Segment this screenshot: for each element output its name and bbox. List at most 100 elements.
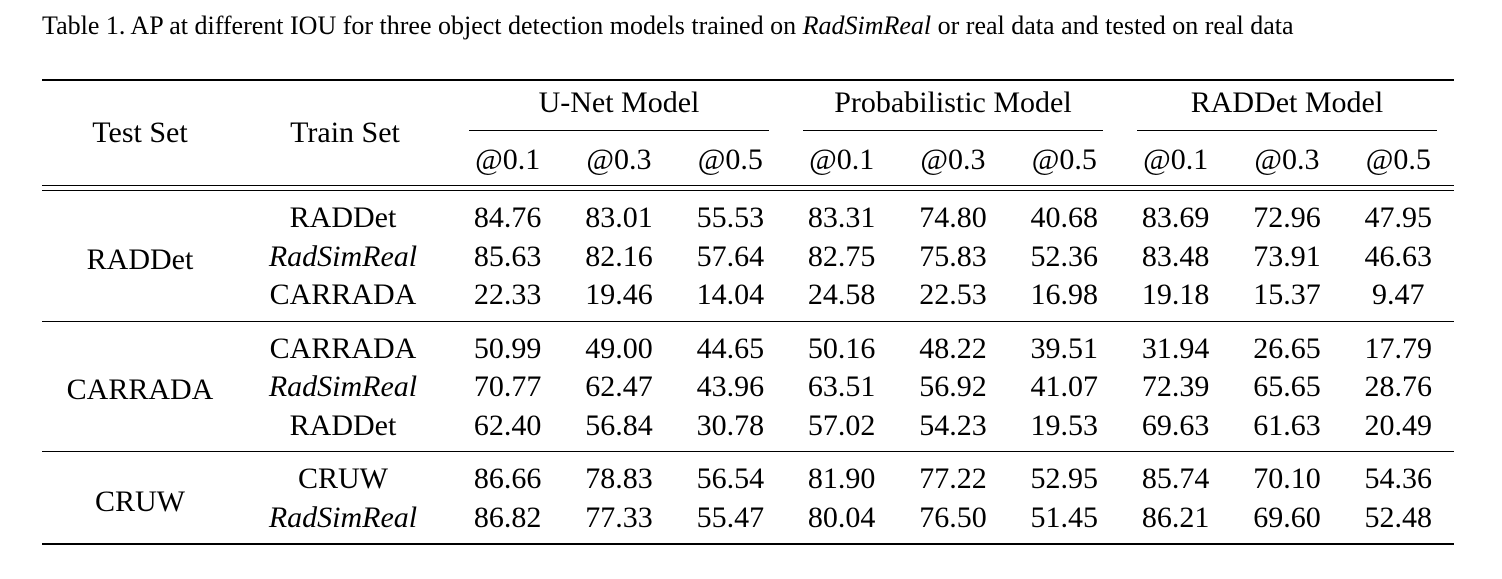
table-row: RadSimReal 85.63 82.16 57.64 82.75 75.83 52.36… — [42, 238, 1454, 277]
ap-value-cell: 20.49 — [1364, 408, 1433, 442]
ap-value-cell: 56.54 — [696, 462, 765, 496]
ap-value-cell: 14.04 — [696, 278, 765, 312]
ap-value-cell: 77.33 — [585, 500, 653, 534]
ap-value-cell: 26.65 — [1253, 331, 1321, 365]
ap-value-cell: 85.63 — [473, 239, 542, 273]
train-set-cell: CARRADA — [269, 331, 417, 365]
ap-value-cell: 78.83 — [585, 462, 653, 496]
ap-value-cell: 54.23 — [919, 408, 987, 442]
ap-value-cell: 80.04 — [807, 500, 876, 534]
table-row: RADDet 62.40 56.84 30.78 57.02 54.23 19.53 69.6… — [42, 407, 1454, 452]
test-set-cell: RADDet — [86, 242, 194, 276]
ap-value-cell: 16.98 — [1030, 278, 1099, 312]
ap-value-cell: 86.66 — [473, 462, 542, 496]
ap-value-cell: 22.53 — [919, 278, 987, 312]
ap-value-cell: 70.10 — [1253, 462, 1321, 496]
ap-value-cell: 86.21 — [1141, 500, 1210, 534]
train-set-cell: RadSimReal — [268, 500, 418, 534]
ap-value-cell: 82.75 — [807, 239, 876, 273]
ap-value-cell: 52.95 — [1030, 462, 1099, 496]
header-model-probabilistic-label: Probabilistic Model — [802, 86, 1103, 131]
header-model-raddet: RADDet Model — [1120, 81, 1454, 135]
ap-value-cell: 39.51 — [1030, 331, 1099, 365]
ap-value-cell: 72.96 — [1253, 201, 1321, 235]
ap-value-cell: 77.22 — [919, 462, 987, 496]
table-row: CRUW CRUW 86.66 78.83 56.54 81.90 77.22 52.95 85… — [42, 452, 1454, 517]
table-row: CARRADA CARRADA 50.99 49.00 44.65 50.16 48.22 3… — [42, 322, 1454, 407]
ap-value-cell: 17.79 — [1364, 331, 1433, 365]
ap-value-cell: 76.50 — [919, 500, 987, 534]
header-model-unet: U-Net Model — [452, 81, 786, 135]
ap-value-cell: 62.47 — [585, 370, 653, 404]
ap-value-cell: 62.40 — [473, 408, 542, 442]
ap-value-cell: 49.00 — [585, 331, 653, 365]
header-iou: @0.5 — [697, 143, 763, 176]
header-test-set: Test Set — [92, 116, 188, 149]
ap-value-cell: 73.91 — [1253, 239, 1321, 273]
ap-value-cell: 48.22 — [919, 331, 987, 365]
ap-value-cell: 31.94 — [1141, 331, 1210, 365]
test-set-cell: CARRADA — [66, 373, 214, 407]
train-set-cell: RADDet — [289, 408, 397, 442]
header-train-set: Train Set — [290, 116, 400, 149]
ap-value-cell: 65.65 — [1253, 370, 1321, 404]
ap-value-cell: 56.92 — [919, 370, 987, 404]
ap-value-cell: 83.31 — [807, 201, 876, 235]
ap-value-cell: 24.58 — [807, 278, 876, 312]
ap-value-cell: 50.99 — [473, 331, 542, 365]
table-row: RADDet RADDet 84.76 83.01 55.53 83.31 74.80 40.… — [42, 191, 1454, 276]
test-set-cell: CRUW — [95, 484, 185, 518]
bottom-rule — [42, 543, 1454, 546]
header-model-probabilistic: Probabilistic Model — [786, 81, 1120, 135]
header-row-models: Test Set Train Set U-Net Model Probabili… — [42, 81, 1454, 149]
ap-value-cell: 85.74 — [1141, 462, 1210, 496]
ap-value-cell: 75.83 — [919, 239, 987, 273]
ap-value-cell: 19.53 — [1030, 408, 1099, 442]
results-table: Test Set Train Set U-Net Model Probabili… — [42, 79, 1454, 546]
ap-value-cell: 82.16 — [585, 239, 653, 273]
ap-value-cell: 50.16 — [807, 331, 876, 365]
header-iou: @0.5 — [1365, 143, 1431, 176]
train-set-cell: RadSimReal — [268, 239, 418, 273]
header-iou: @0.3 — [1254, 143, 1320, 176]
ap-value-cell: 44.65 — [696, 331, 765, 365]
header-iou: @0.3 — [920, 143, 986, 176]
ap-value-cell: 83.69 — [1141, 201, 1210, 235]
ap-value-cell: 70.77 — [473, 370, 542, 404]
ap-value-cell: 57.64 — [696, 239, 765, 273]
table-row: RadSimReal 86.82 77.33 55.47 80.04 76.50 51.45… — [42, 499, 1454, 545]
ap-value-cell: 74.80 — [919, 201, 987, 235]
train-set-cell: RADDet — [289, 201, 397, 235]
ap-value-cell: 40.68 — [1030, 201, 1099, 235]
ap-value-cell: 47.95 — [1364, 201, 1433, 235]
ap-value-cell: 84.76 — [473, 201, 542, 235]
ap-value-cell: 86.82 — [473, 500, 542, 534]
table-row: CARRADA 22.33 19.46 14.04 24.58 22.53 16.98 19.… — [42, 276, 1454, 321]
header-iou: @0.1 — [475, 143, 541, 176]
train-set-cell: CARRADA — [269, 278, 417, 312]
header-iou: @0.1 — [809, 143, 875, 176]
ap-value-cell: 72.39 — [1141, 370, 1210, 404]
group-separator — [42, 451, 1454, 452]
ap-value-cell: 52.48 — [1364, 500, 1433, 534]
caption-prefix: Table 1. AP at different IOU for three o… — [42, 11, 803, 40]
train-set-cell: CRUW — [298, 462, 388, 496]
ap-value-cell: 51.45 — [1030, 500, 1099, 534]
header-row-iou: @0.1 @0.3 @0.5 @0.1 @0.3 @0.5 @0.1 @0.3 … — [42, 135, 1454, 186]
header-iou: @0.1 — [1143, 143, 1209, 176]
header-iou: @0.3 — [586, 143, 652, 176]
ap-value-cell: 28.76 — [1364, 370, 1433, 404]
ap-value-cell: 55.47 — [696, 500, 765, 534]
ap-value-cell: 61.63 — [1253, 408, 1321, 442]
ap-value-cell: 63.51 — [807, 370, 876, 404]
ap-value-cell: 83.01 — [585, 201, 653, 235]
caption-emphasis: RadSimReal — [802, 11, 932, 40]
header-model-unet-label: U-Net Model — [468, 86, 769, 131]
ap-value-cell: 43.96 — [696, 370, 765, 404]
ap-value-cell: 41.07 — [1030, 370, 1099, 404]
results-table-container: Test Set Train Set U-Net Model Probabili… — [42, 79, 1454, 546]
ap-value-cell: 57.02 — [807, 408, 876, 442]
ap-value-cell: 19.18 — [1141, 278, 1210, 312]
header-model-raddet-label: RADDet Model — [1136, 86, 1437, 131]
ap-value-cell: 19.46 — [585, 278, 653, 312]
